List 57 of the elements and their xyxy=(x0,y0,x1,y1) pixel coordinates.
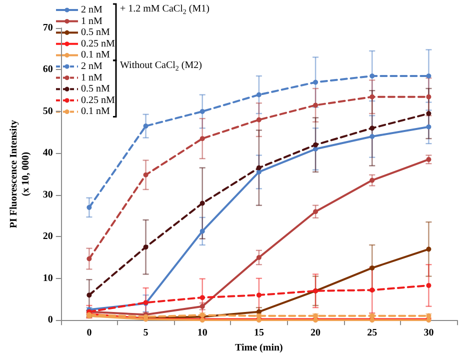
y-axis-title: PI Fluorescence Intensity (x 10, 000) xyxy=(8,120,32,228)
point xyxy=(313,80,318,85)
x-axis-title: Time (min) xyxy=(235,342,283,354)
point xyxy=(256,169,262,174)
x-tick-label: 0 xyxy=(86,328,92,339)
legend-label: 0.25 nM xyxy=(81,94,115,106)
y-tick-label: 70 xyxy=(42,22,53,34)
point xyxy=(200,295,205,300)
x-tick-label: 20 xyxy=(310,328,321,339)
x-tick-label: 25 xyxy=(367,328,378,339)
legend-label: 0.5 nM xyxy=(81,84,110,95)
point xyxy=(200,108,205,114)
point xyxy=(200,228,205,234)
y-tick-label: 50 xyxy=(42,106,53,117)
point xyxy=(256,165,262,170)
y-tick-label: 40 xyxy=(42,148,53,159)
y-tick-label: 30 xyxy=(42,189,53,200)
legend-label: 1 nM xyxy=(81,72,102,84)
point xyxy=(200,200,205,206)
point xyxy=(370,134,375,139)
y-tick-label: 20 xyxy=(42,231,53,242)
point xyxy=(313,142,318,148)
point xyxy=(426,94,432,100)
point xyxy=(86,204,92,210)
y-tick-label: 0 xyxy=(48,314,53,326)
legend-label: 0.1 nM xyxy=(81,50,110,61)
point xyxy=(256,292,262,298)
point xyxy=(200,136,205,142)
point xyxy=(313,209,318,214)
point xyxy=(143,124,148,129)
legend-label: 0.5 nM xyxy=(81,27,110,38)
y-tick-label: 10 xyxy=(42,272,53,284)
x-tick-label: 30 xyxy=(424,328,434,339)
x-tick-label: 10 xyxy=(197,328,208,339)
legend-label: 2 nM xyxy=(81,61,102,72)
point xyxy=(426,282,432,288)
legend-label: 0.25 nM xyxy=(81,38,115,50)
point xyxy=(426,124,432,130)
point xyxy=(370,126,375,131)
legend-label: 0.1 nM xyxy=(81,106,110,118)
point xyxy=(313,146,318,152)
x-tick-label: 15 xyxy=(254,328,264,339)
point xyxy=(370,94,375,100)
y-tick-label: 60 xyxy=(42,64,53,76)
point xyxy=(86,256,92,262)
point xyxy=(143,244,148,250)
legend-label: 2 nM xyxy=(81,4,102,16)
point xyxy=(256,92,262,98)
point xyxy=(256,255,262,260)
point xyxy=(370,73,375,78)
x-tick-label: 5 xyxy=(143,328,148,339)
point xyxy=(143,172,148,178)
point xyxy=(426,246,432,252)
point xyxy=(256,117,262,122)
point xyxy=(370,178,375,183)
point xyxy=(86,292,92,298)
legend-label: 1 nM xyxy=(81,16,102,27)
